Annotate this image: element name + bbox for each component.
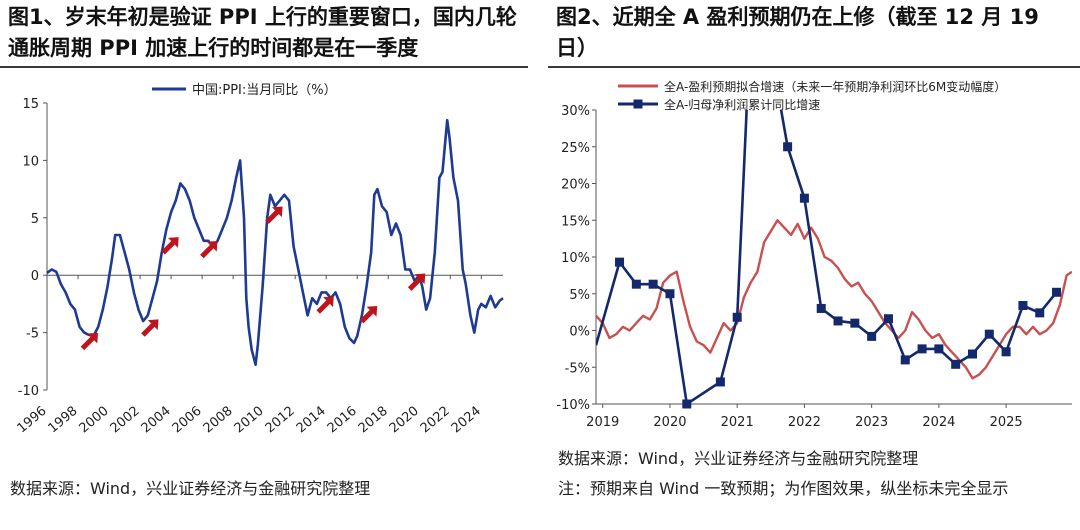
- earnings-yoy-series-line: [596, 110, 1058, 404]
- ppi-series-line: [46, 118, 504, 367]
- earnings-yoy-marker: [665, 289, 675, 299]
- earnings-yoy-marker: [1001, 347, 1011, 357]
- ppi-up-arrow-shape: [141, 319, 159, 337]
- right-chart-title: 图2、近期全 A 盈利预期仍在上修（截至 12 月 19 日）: [556, 5, 1039, 60]
- earnings-yoy-marker: [732, 312, 742, 322]
- earnings-y-tick-label: -10%: [556, 398, 590, 413]
- ppi-x-tick-label: 2008: [201, 404, 236, 437]
- ppi-x-tick-label: 2002: [108, 404, 143, 437]
- ppi-up-arrow-icon: [80, 332, 99, 351]
- earnings-yoy-marker: [917, 344, 927, 354]
- ppi-x-tick-label: 2012: [263, 404, 298, 437]
- ppi-x-tick-label: 2016: [325, 404, 360, 437]
- earnings-y-tick-label: 20%: [561, 178, 590, 193]
- earnings-yoy-marker: [867, 331, 877, 341]
- earnings-yoy-marker: [1018, 301, 1028, 311]
- earnings-y-tick-label: 25%: [561, 141, 590, 156]
- earnings-y-tick-label: 30%: [561, 104, 590, 119]
- earnings-x-tick-label: 2022: [788, 415, 821, 430]
- left-chart-title: 图1、岁末年初是验证 PPI 上行的重要窗口，国内几轮通胀周期 PPI 加速上行…: [8, 5, 517, 60]
- earnings-yoy-marker: [934, 344, 944, 354]
- earnings-yoy-marker: [833, 316, 843, 326]
- ppi-up-arrow-icon: [407, 273, 426, 291]
- earnings-y-tick-label: 15%: [561, 214, 590, 229]
- right-source: 数据来源：Wind，兴业证券经济与金融研究院整理: [558, 449, 919, 468]
- ppi-up-arrow-shape: [200, 240, 218, 259]
- earnings-x-tick-label: 2024: [922, 415, 955, 430]
- ppi-y-tick-label: 0: [31, 269, 39, 284]
- earnings-fit-legend-label: 全A-盈利预期拟合增速（未来一年预期净利润环比6M变动幅度）: [664, 79, 1006, 94]
- ppi-up-arrow-shape: [407, 273, 426, 291]
- earnings-yoy-marker: [883, 314, 893, 324]
- right-note: 注：预期来自 Wind 一致预期；为作图效果，纵坐标未完全显示: [558, 479, 1009, 498]
- ppi-up-arrow-icon: [359, 306, 378, 324]
- ppi-up-arrow-icon: [316, 296, 334, 314]
- earnings-yoy-marker: [631, 279, 641, 289]
- earnings-fit-series-line: [596, 219, 1072, 380]
- ppi-y-tick-label: 10: [22, 154, 39, 169]
- earnings-x-tick-label: 2021: [721, 415, 754, 430]
- ppi-up-arrow-shape: [359, 306, 378, 324]
- ppi-x-tick-label: 2010: [232, 404, 267, 437]
- left-title-rule: [0, 66, 528, 68]
- ppi-x-tick-label: 2000: [77, 404, 112, 437]
- ppi-x-tick-label: 2020: [387, 404, 422, 437]
- earnings-yoy-marker: [900, 355, 910, 365]
- ppi-x-tick-label: 2024: [449, 404, 484, 437]
- ppi-up-arrow-icon: [200, 240, 218, 259]
- ppi-x-tick-label: 1996: [15, 404, 50, 437]
- earnings-yoy-legend-label: 全A-归母净利润累计同比增速: [664, 97, 820, 112]
- ppi-y-tick-label: -5: [26, 327, 39, 342]
- ppi-x-tick-label: 2006: [170, 404, 205, 437]
- earnings-x-tick-label: 2019: [586, 415, 619, 430]
- earnings-y-tick-label: -5%: [565, 361, 590, 376]
- ppi-y-tick-label: 15: [22, 97, 39, 112]
- earnings-yoy-marker: [850, 318, 860, 328]
- earnings-yoy-marker: [1035, 308, 1045, 318]
- earnings-yoy-marker: [615, 257, 625, 267]
- ppi-up-arrow-shape: [80, 332, 99, 351]
- ppi-legend-label: 中国:PPI:当月同比（%）: [192, 83, 337, 98]
- earnings-yoy-marker: [783, 142, 793, 152]
- earnings-yoy-marker: [816, 303, 826, 313]
- earnings-y-tick-label: 0%: [569, 325, 590, 340]
- earnings-yoy-marker: [682, 399, 692, 409]
- ppi-up-arrow-shape: [161, 237, 179, 255]
- earnings-yoy-marker: [799, 193, 809, 203]
- ppi-x-tick-label: 1998: [46, 404, 81, 437]
- earnings-yoy-marker: [984, 329, 994, 339]
- ppi-y-tick-label: 5: [31, 212, 39, 227]
- earnings-yoy-marker: [648, 279, 658, 289]
- ppi-y-tick-label: -10: [18, 384, 39, 399]
- earnings-yoy-marker: [1052, 287, 1062, 297]
- earnings-x-tick-label: 2025: [990, 415, 1023, 430]
- earnings-yoy-marker: [715, 377, 725, 387]
- left-source: 数据来源：Wind，兴业证券经济与金融研究院整理: [10, 479, 371, 498]
- earnings-yoy-marker: [967, 349, 977, 359]
- ppi-x-tick-label: 2004: [139, 404, 174, 437]
- earnings-x-tick-label: 2023: [855, 415, 888, 430]
- earnings-y-tick-label: 5%: [569, 288, 590, 303]
- ppi-x-tick-label: 2022: [418, 404, 453, 437]
- earnings-x-tick-label: 2020: [653, 415, 686, 430]
- ppi-up-arrow-shape: [265, 206, 283, 224]
- ppi-x-tick-label: 2018: [356, 404, 391, 437]
- earnings-yoy-marker: [951, 359, 961, 369]
- right-title-rule: [548, 66, 1080, 68]
- ppi-up-arrow-shape: [316, 296, 334, 314]
- ppi-x-tick-label: 2014: [294, 404, 329, 437]
- ppi-up-arrow-icon: [141, 319, 159, 337]
- ppi-up-arrow-icon: [265, 206, 283, 224]
- earnings-y-tick-label: 10%: [561, 251, 590, 266]
- ppi-up-arrow-icon: [161, 237, 179, 255]
- earnings-yoy-legend-marker: [633, 99, 643, 109]
